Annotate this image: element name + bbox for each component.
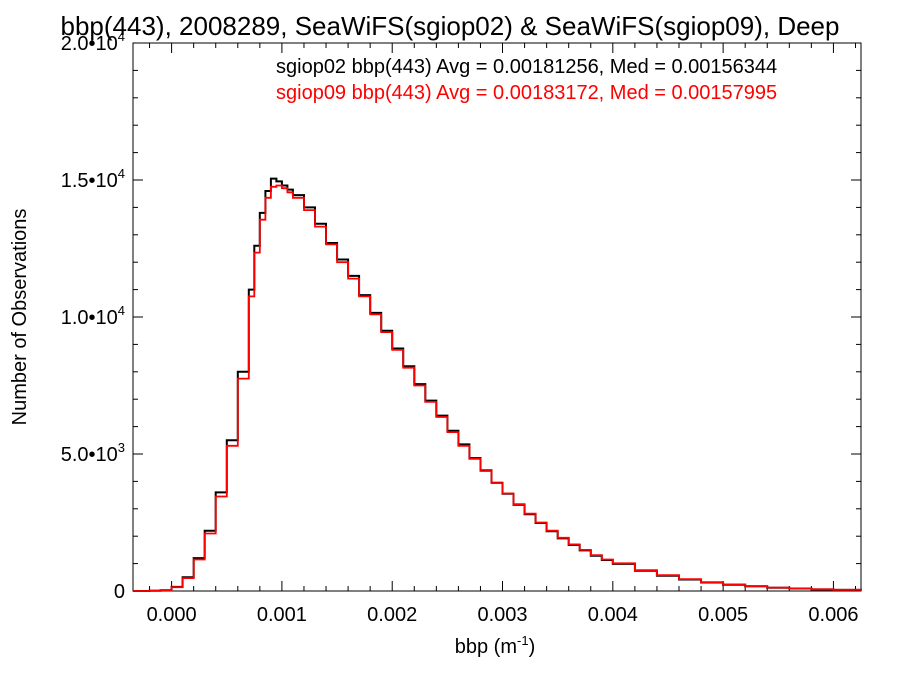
y-tick-label: 0: [114, 581, 125, 603]
x-tick-label: 0.002: [367, 604, 417, 626]
legend-entry-sgiop02: sgiop02 bbp(443) Avg = 0.00181256, Med =…: [276, 56, 777, 78]
y-tick-label: 2.0•104: [61, 29, 125, 55]
x-tick-label: 0.005: [698, 604, 748, 626]
x-axis-ticks: 0.000 0.001 0.002 0.003 0.004 0.005 0.006: [147, 43, 858, 626]
y-tick-label: 1.5•104: [61, 166, 125, 192]
legend-entry-sgiop09: sgiop09 bbp(443) Avg = 0.00183172, Med =…: [276, 82, 777, 104]
x-tick-label: 0.000: [147, 604, 197, 626]
y-axis-ticks: 0 5.0•103 1.0•104 1.5•104 2.0•104: [61, 29, 861, 603]
x-tick-label: 0.001: [257, 604, 307, 626]
x-axis-label: bbp (m-1): [455, 633, 535, 658]
chart-title: bbp(443), 2008289, SeaWiFS(sgiop02) & Se…: [61, 11, 840, 41]
plot-frame: [132, 42, 862, 592]
y-axis-label: Number of Observations: [9, 209, 31, 426]
y-tick-label: 1.0•104: [61, 303, 125, 329]
series-line-sgiop02: [133, 177, 862, 592]
x-tick-label: 0.004: [588, 604, 638, 626]
plot-area: 0.000 0.001 0.002 0.003 0.004 0.005 0.006 0 5.0…: [61, 29, 862, 626]
series-line-sgiop09: [133, 184, 862, 592]
series-group: [133, 177, 862, 592]
x-tick-label: 0.006: [808, 604, 858, 626]
x-tick-label: 0.003: [477, 604, 527, 626]
y-tick-label: 5.0•103: [61, 440, 125, 466]
